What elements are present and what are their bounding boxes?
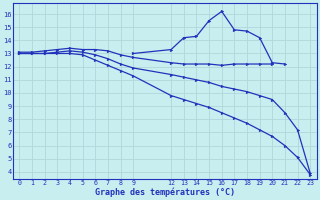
- X-axis label: Graphe des températures (°C): Graphe des températures (°C): [95, 187, 235, 197]
